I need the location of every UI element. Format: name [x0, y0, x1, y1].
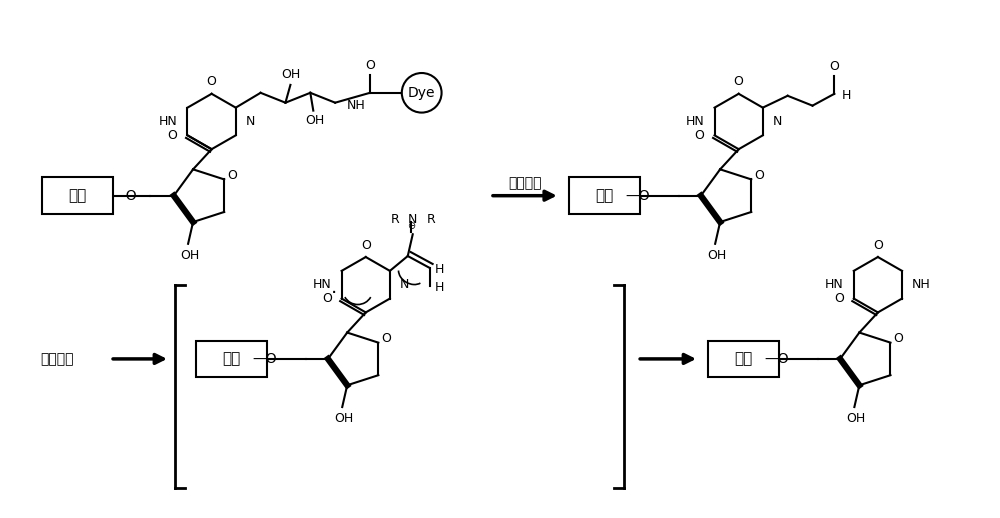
Text: O: O — [734, 76, 744, 89]
Text: OH: OH — [847, 412, 866, 425]
Text: OH: OH — [281, 68, 300, 81]
FancyBboxPatch shape — [569, 177, 640, 214]
Text: N: N — [400, 278, 409, 291]
Text: Dye: Dye — [408, 86, 435, 100]
Text: O: O — [361, 239, 371, 252]
Text: HN: HN — [159, 115, 178, 128]
Text: NH: NH — [912, 278, 931, 291]
Text: ·: · — [331, 284, 337, 303]
Text: N: N — [246, 115, 255, 128]
Text: O: O — [695, 129, 705, 142]
Text: O: O — [873, 239, 883, 252]
Text: HN: HN — [313, 278, 332, 291]
FancyBboxPatch shape — [196, 341, 267, 377]
Text: R: R — [390, 213, 399, 226]
Text: O: O — [227, 169, 237, 182]
Text: HN: HN — [825, 278, 844, 291]
Text: 高碘酸鈉: 高碘酸鈉 — [508, 176, 542, 190]
Text: R: R — [426, 213, 435, 226]
Text: N: N — [408, 213, 417, 226]
Text: O: O — [207, 76, 217, 89]
Text: 引物: 引物 — [735, 351, 753, 366]
Text: O: O — [829, 60, 839, 73]
Text: OH: OH — [180, 249, 200, 262]
Text: —O—: —O— — [625, 189, 663, 203]
Text: H: H — [435, 281, 444, 294]
Text: O: O — [168, 129, 178, 142]
Text: N: N — [773, 115, 782, 128]
Text: —O—: —O— — [113, 189, 151, 203]
Text: ⊖: ⊖ — [407, 221, 415, 232]
Text: 引物: 引物 — [595, 188, 614, 203]
Text: OH: OH — [306, 114, 325, 127]
Text: H: H — [842, 89, 851, 102]
Text: O: O — [365, 59, 375, 71]
Text: OH: OH — [708, 249, 727, 262]
Text: 引物: 引物 — [68, 188, 86, 203]
Text: O: O — [754, 169, 764, 182]
Text: O: O — [322, 292, 332, 305]
FancyBboxPatch shape — [42, 177, 113, 214]
Text: NH: NH — [347, 99, 366, 112]
Text: H: H — [435, 263, 444, 277]
Text: OH: OH — [335, 412, 354, 425]
Text: —O—: —O— — [252, 352, 290, 366]
Text: 胺催化劑: 胺催化劑 — [41, 352, 74, 366]
Text: —O—: —O— — [764, 352, 803, 366]
Text: HN: HN — [686, 115, 705, 128]
Text: O: O — [381, 332, 391, 345]
Text: O: O — [893, 332, 903, 345]
Text: O: O — [834, 292, 844, 305]
FancyBboxPatch shape — [708, 341, 779, 377]
Text: 引物: 引物 — [222, 351, 241, 366]
